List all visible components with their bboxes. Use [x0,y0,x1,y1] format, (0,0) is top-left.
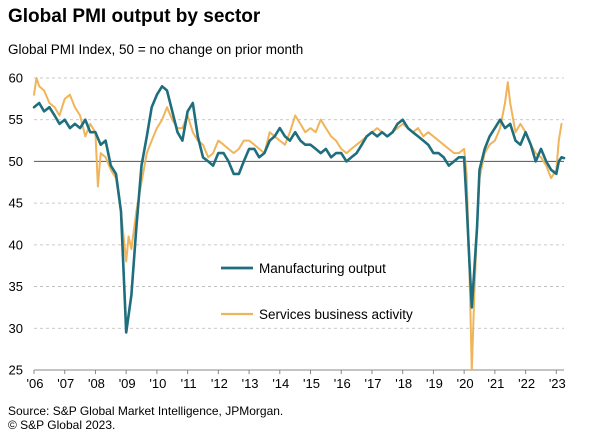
y-tick-label-55: 55 [9,112,23,127]
x-tick-label-2007: '07 [57,376,74,391]
y-tick-label-35: 35 [9,279,23,294]
manufacturing-output-line [32,85,566,334]
x-tick-label-2011: '11 [181,376,197,391]
y-tick-label-25: 25 [9,363,23,378]
x-axis-ticks: '06 '07 '08 '09 '10 '11 '12 '13 '14 '15 '16 '17 '18 '… [27,370,566,391]
x-tick-label-2018: '18 [395,376,412,391]
series-lines [32,77,566,371]
chart-subtitle: Global PMI Index, 50 = no change on prio… [8,42,304,57]
x-tick-label-2015: '15 [303,376,320,391]
x-tick-label-2019: '19 [426,376,443,391]
x-tick-label-2012: '12 [211,376,228,391]
x-tick-label-2008: '08 [88,376,105,391]
pmi-line-chart: 25 30 35 40 45 50 55 60 '06 '07 '08 '09 '10 '11 '12 '1… [9,71,566,392]
y-tick-label-60: 60 [9,71,23,86]
x-tick-label-2010: '10 [149,376,166,391]
gridlines [34,77,564,371]
x-tick-label-2020: '20 [457,376,474,391]
x-tick-label-2023: '23 [549,376,566,391]
legend-label-manufacturing: Manufacturing output [259,261,386,276]
legend-label-services: Services business activity [259,307,413,322]
x-tick-label-2021: '21 [487,376,504,391]
x-tick-label-2013: '13 [242,376,259,391]
x-tick-label-2006: '06 [27,376,44,391]
copyright-text: © S&P Global 2023. [8,418,116,432]
y-tick-label-30: 30 [9,321,23,336]
chart-title: Global PMI output by sector [8,6,261,27]
x-tick-label-2022: '22 [518,376,535,391]
y-tick-label-45: 45 [9,196,23,211]
x-tick-label-2014: '14 [272,376,289,391]
x-tick-label-2017: '17 [364,376,381,391]
source-note: Source: S&P Global Market Intelligence, … [8,404,283,432]
y-tick-label-50: 50 [9,154,23,169]
x-tick-label-2016: '16 [334,376,351,391]
y-tick-label-40: 40 [9,237,23,252]
x-tick-label-2009: '09 [119,376,136,391]
legend: Manufacturing output Services business ac… [221,261,413,322]
y-axis-ticks: 25 30 35 40 45 50 55 60 [9,71,23,378]
services-activity-line [33,77,563,371]
source-text: Source: S&P Global Market Intelligence, … [8,404,284,418]
